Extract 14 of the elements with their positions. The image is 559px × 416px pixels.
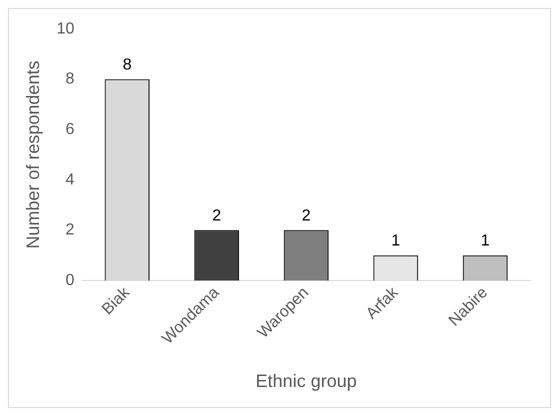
y-tick-label: 10: [56, 20, 74, 38]
data-label: 2: [212, 208, 222, 225]
y-tick-label: 0: [65, 272, 74, 289]
y-tick-label: 2: [65, 222, 74, 239]
y-tick-label: 8: [65, 70, 74, 88]
data-label: 1: [480, 232, 490, 250]
data-label: 8: [122, 56, 132, 74]
y-tick-label: 6: [65, 120, 74, 138]
y-tick-label: 4: [65, 171, 74, 188]
x-tick-label: Biak: [99, 283, 134, 318]
data-label: 1: [391, 232, 400, 250]
data-label: 2: [302, 208, 311, 225]
x-axis-title: Ethnic group: [256, 371, 357, 392]
y-axis-title: Number of respondents: [22, 60, 43, 249]
